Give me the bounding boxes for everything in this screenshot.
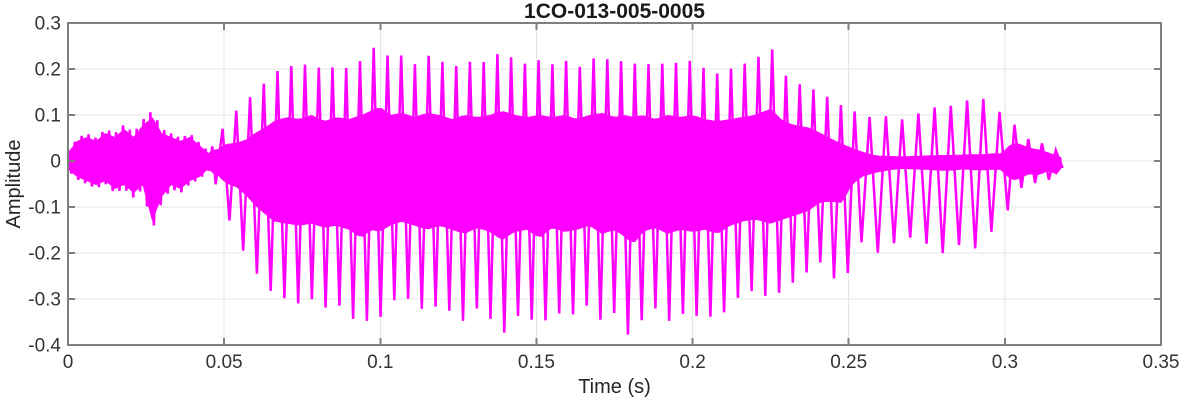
x-tick-label: 0.15 <box>518 352 555 373</box>
x-tick-label: 0.35 <box>1143 352 1180 373</box>
y-tick-label: -0.1 <box>28 198 61 219</box>
x-tick-label: 0.1 <box>367 352 393 373</box>
x-tick-label: 0.05 <box>206 352 243 373</box>
y-tick-label: -0.4 <box>28 336 61 357</box>
x-tick-label: 0.2 <box>679 352 705 373</box>
x-axis-label: Time (s) <box>578 376 651 398</box>
x-tick-label: 0.25 <box>830 352 867 373</box>
y-tick-label: 0.2 <box>35 60 61 81</box>
waveform-trace <box>66 47 1064 335</box>
y-tick-label: 0 <box>50 152 61 173</box>
plot-border <box>67 22 1162 346</box>
chart-title: 1CO-013-005-0005 <box>524 0 705 23</box>
x-tick-label: 0 <box>63 352 74 373</box>
y-tick-label: -0.3 <box>28 290 61 311</box>
x-tick-label: 0.3 <box>992 352 1018 373</box>
y-tick-label: -0.2 <box>28 244 61 265</box>
y-axis-label: Amplitude <box>3 139 25 229</box>
y-tick-label: 0.3 <box>35 14 61 35</box>
y-tick-label: 0.1 <box>35 106 61 127</box>
